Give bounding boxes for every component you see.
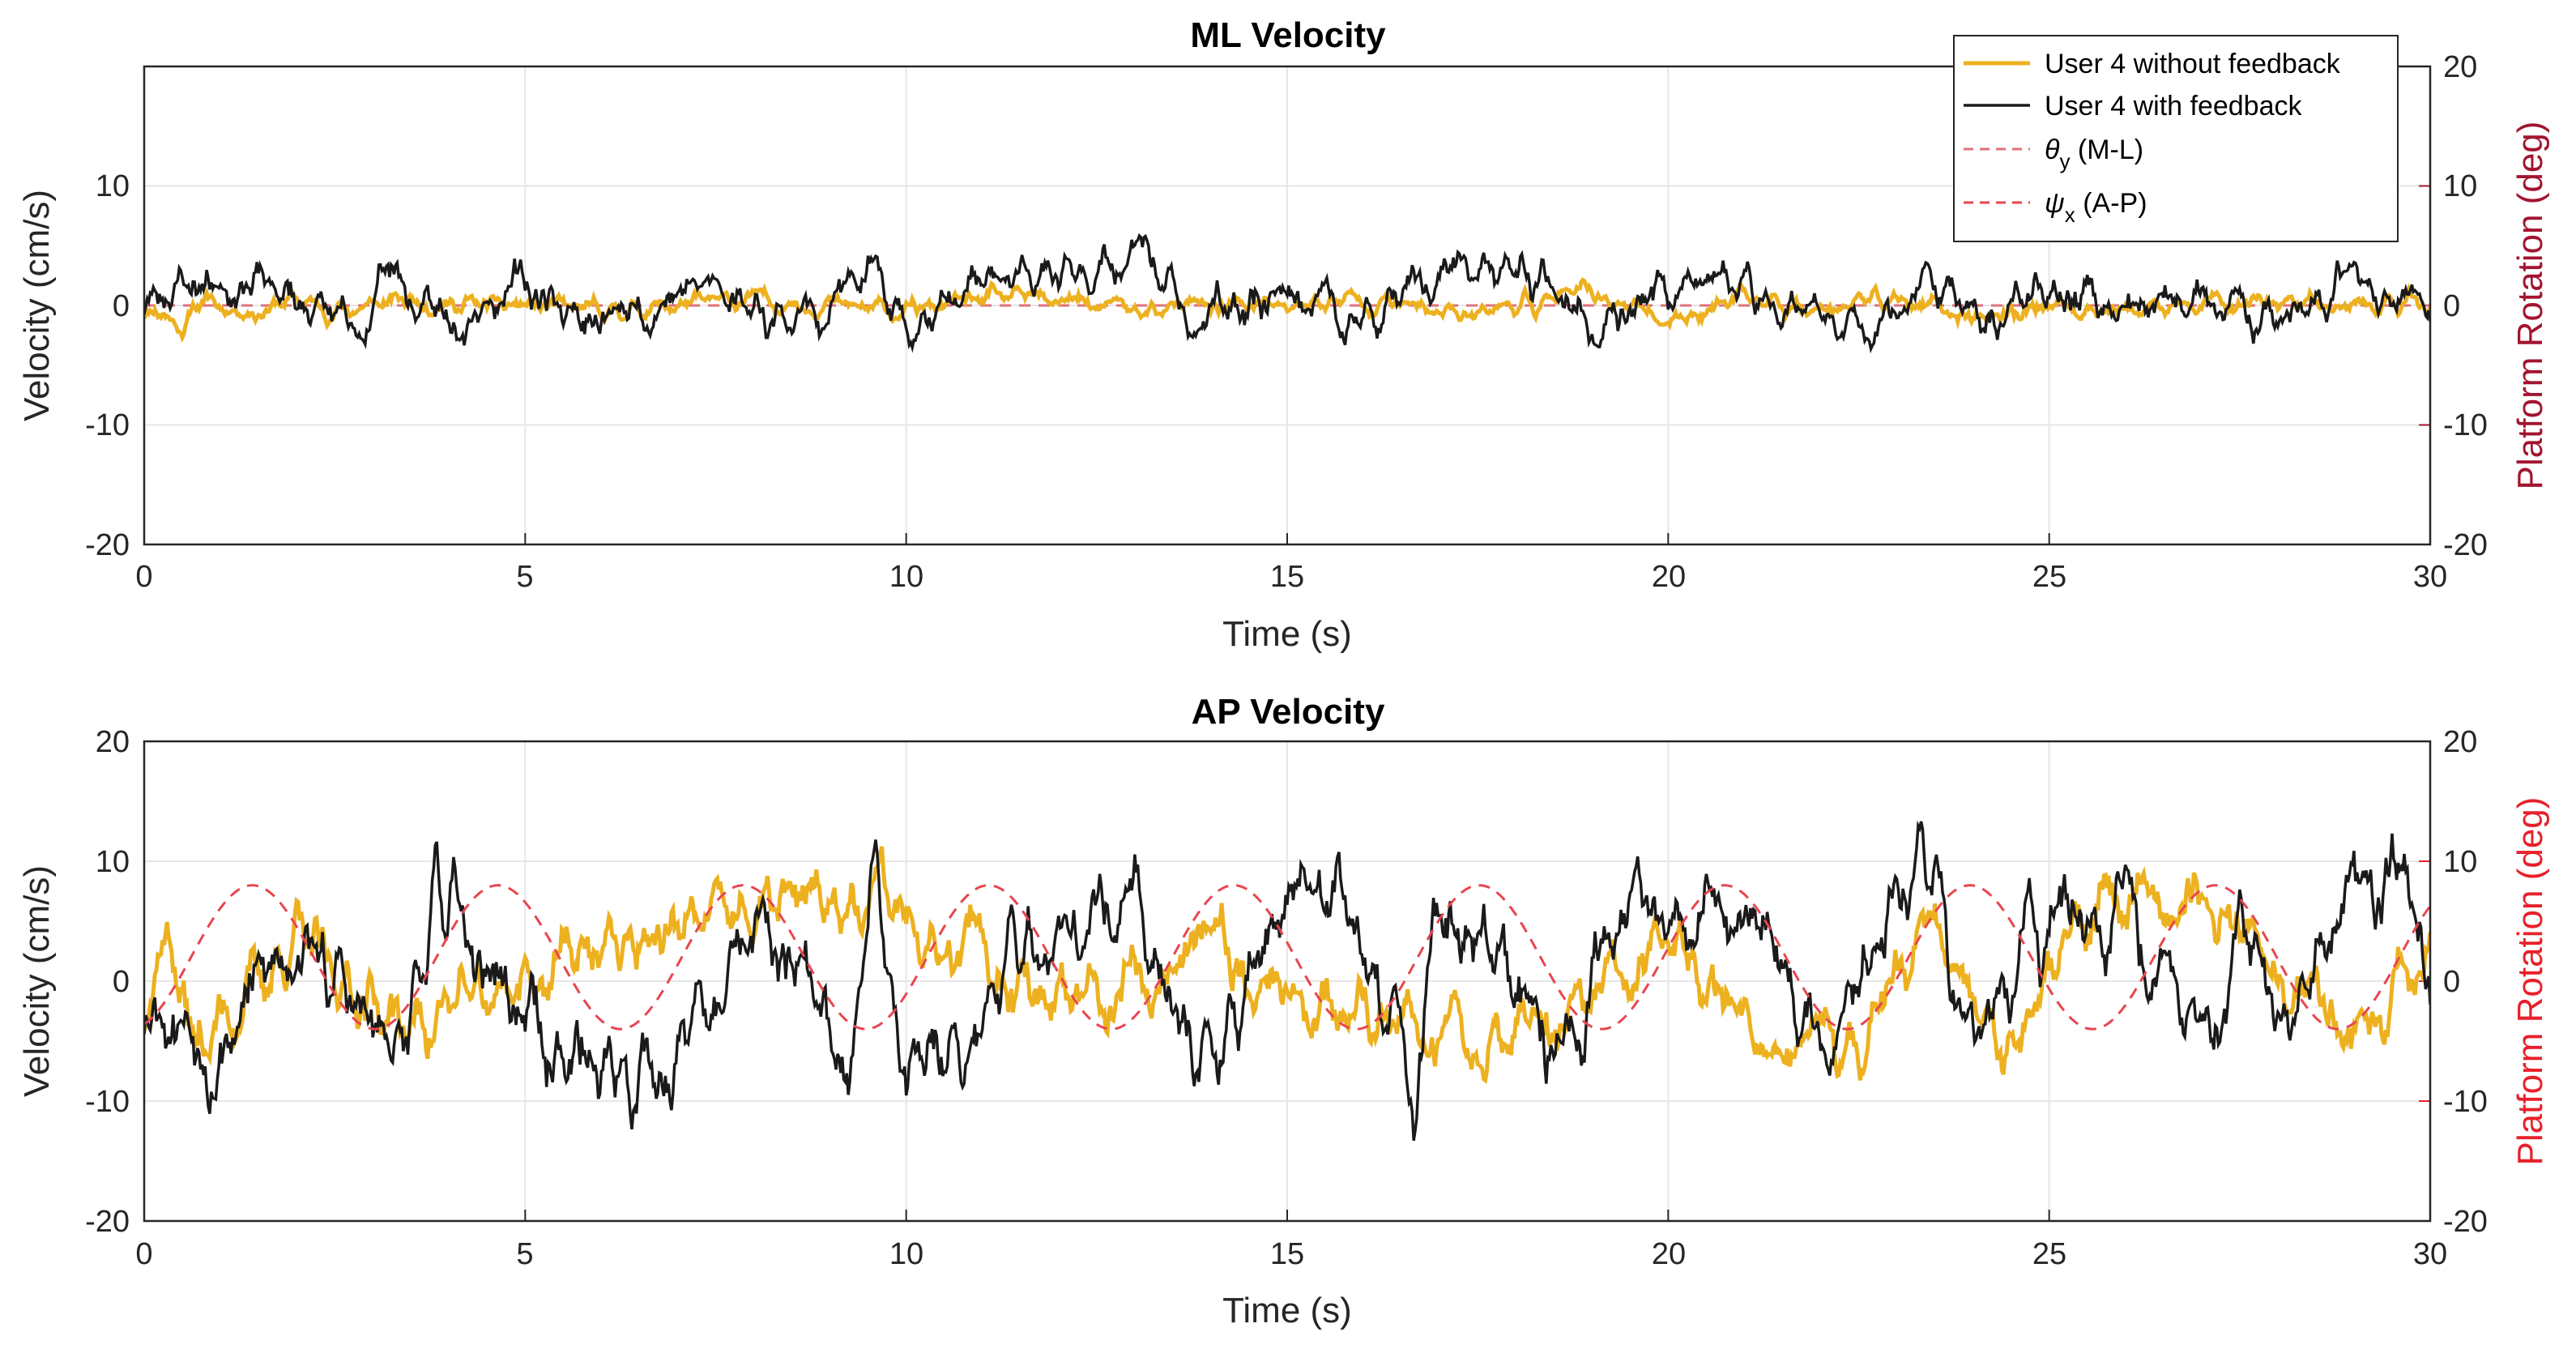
ap-axes-box bbox=[143, 740, 2432, 1223]
ap-xtick-30: 30 bbox=[2413, 1237, 2447, 1271]
ml-y-label: Velocity (cm/s) bbox=[17, 190, 57, 421]
ap-y-label: Velocity (cm/s) bbox=[17, 865, 57, 1097]
ap-with-feedback-line bbox=[144, 820, 2430, 1142]
legend-theta-suffix: (M-L) bbox=[2070, 134, 2143, 165]
ap-ytick-20: 20 bbox=[96, 725, 130, 759]
ap-xtick-0: 0 bbox=[135, 1237, 152, 1271]
ap-ytick-10: 10 bbox=[96, 845, 130, 879]
ml-without-feedback-line bbox=[144, 277, 2430, 344]
ap-rtick-20: 20 bbox=[2443, 725, 2477, 759]
ap-xtick-15: 15 bbox=[1270, 1237, 1304, 1271]
ap-title: AP Velocity bbox=[1192, 692, 1385, 732]
legend-psi-symbol: ψ bbox=[2045, 188, 2065, 219]
legend-label-with: User 4 with feedback bbox=[2045, 91, 2302, 122]
ap-ytick-0: 0 bbox=[113, 965, 130, 999]
ml-xtick-25: 25 bbox=[2032, 560, 2066, 594]
ap-y-ticks: -20 -10 0 10 20 bbox=[85, 725, 130, 1239]
ap-right-y-ticks: -20 -10 0 10 20 bbox=[2443, 725, 2488, 1239]
ml-xtick-20: 20 bbox=[1652, 560, 1686, 594]
legend: User 4 without feedback User 4 with feed… bbox=[1953, 35, 2399, 242]
ml-with-feedback-line bbox=[144, 233, 2430, 354]
legend-theta-sub: y bbox=[2059, 149, 2070, 173]
ml-rtick-20: 20 bbox=[2443, 50, 2477, 84]
ml-xtick-0: 0 bbox=[135, 560, 152, 594]
ap-ytick-m10: -10 bbox=[85, 1085, 130, 1119]
ml-xtick-10: 10 bbox=[889, 560, 923, 594]
ap-rtick-m10: -10 bbox=[2443, 1085, 2488, 1119]
ml-axes-box bbox=[143, 65, 2432, 546]
ml-xtick-15: 15 bbox=[1270, 560, 1304, 594]
ap-plot-area bbox=[144, 820, 2430, 1142]
ml-rtick-m10: -10 bbox=[2443, 408, 2488, 442]
ml-right-y-label: Platform Rotation (deg) bbox=[2510, 122, 2550, 490]
ml-xtick-5: 5 bbox=[516, 560, 533, 594]
ml-x-ticks: 0 5 10 15 20 25 30 bbox=[135, 560, 2447, 594]
ml-xtick-30: 30 bbox=[2413, 560, 2447, 594]
ap-rtick-0: 0 bbox=[2443, 965, 2460, 999]
ml-title: ML Velocity bbox=[1190, 15, 1386, 55]
legend-psi-sub: x bbox=[2065, 203, 2075, 227]
ap-rtick-10: 10 bbox=[2443, 845, 2477, 879]
ml-plot-area bbox=[144, 233, 2430, 354]
legend-psi-suffix: (A-P) bbox=[2075, 188, 2147, 219]
ml-right-y-ticks: -20 -10 0 10 20 bbox=[2443, 50, 2488, 562]
ap-xtick-25: 25 bbox=[2032, 1237, 2066, 1271]
ml-ytick-m10: -10 bbox=[85, 408, 130, 442]
ap-platform-psi-line bbox=[144, 884, 2430, 1031]
ml-rtick-0: 0 bbox=[2443, 289, 2460, 323]
ml-y-ticks: -20 -10 0 10 bbox=[85, 169, 130, 562]
ml-ytick-m20: -20 bbox=[85, 528, 130, 562]
ml-rtick-10: 10 bbox=[2443, 169, 2477, 203]
ap-rtick-m20: -20 bbox=[2443, 1205, 2488, 1239]
ml-rtick-m20: -20 bbox=[2443, 528, 2488, 562]
ap-right-y-label: Platform Rotation (deg) bbox=[2510, 797, 2550, 1166]
legend-box bbox=[1953, 35, 2399, 242]
legend-theta-symbol: θ bbox=[2045, 134, 2060, 165]
ap-without-feedback-line bbox=[144, 846, 2430, 1084]
legend-label-psi: ψx (A-P) bbox=[2045, 188, 2147, 227]
ml-ytick-10: 10 bbox=[96, 169, 130, 203]
ap-xtick-20: 20 bbox=[1652, 1237, 1686, 1271]
ap-x-label: Time (s) bbox=[1222, 1291, 1352, 1330]
ap-xtick-5: 5 bbox=[516, 1237, 533, 1271]
ml-ytick-0: 0 bbox=[113, 289, 130, 323]
ap-xtick-10: 10 bbox=[889, 1237, 923, 1271]
ap-grid bbox=[143, 741, 2431, 1222]
legend-label-theta: θy (M-L) bbox=[2045, 134, 2143, 173]
legend-label-without: User 4 without feedback bbox=[2045, 49, 2341, 79]
ml-x-label: Time (s) bbox=[1222, 614, 1352, 654]
ap-velocity-panel: AP Velocity 0 5 10 15 20 25 30 -20 -10 0… bbox=[17, 692, 2550, 1330]
ap-x-ticks: 0 5 10 15 20 25 30 bbox=[135, 1237, 2447, 1271]
ap-ytick-m20: -20 bbox=[85, 1205, 130, 1239]
